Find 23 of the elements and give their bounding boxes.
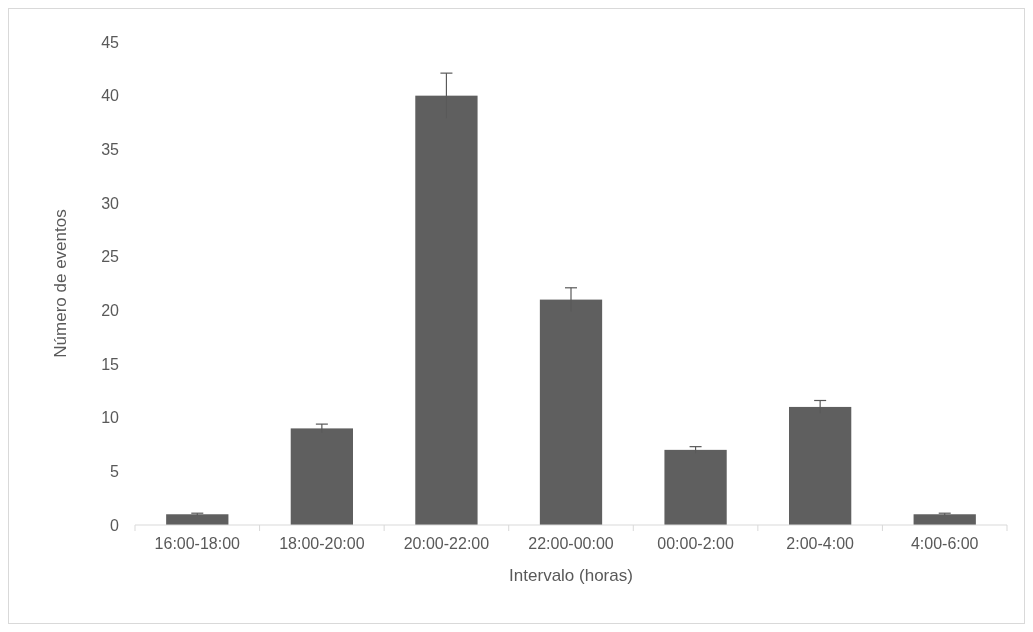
y-tick-label: 15: [101, 355, 120, 373]
y-tick-label: 35: [101, 140, 120, 158]
y-tick-label: 45: [101, 33, 120, 51]
x-tick-label: 18:00-20:00: [279, 535, 365, 552]
bar: [290, 428, 353, 525]
bar: [664, 449, 727, 525]
x-tick-label: 4:00-6:00: [910, 535, 979, 552]
y-tick-label: 30: [101, 194, 120, 212]
x-tick-label: 16:00-18:00: [154, 535, 241, 552]
bar: [166, 514, 229, 525]
x-tick-label: 00:00-2:00: [657, 535, 734, 552]
x-tick-label: 2:00-4:00: [786, 535, 855, 552]
x-tick-label: 20:00-22:00: [403, 535, 490, 552]
y-tick-label: 10: [101, 409, 120, 427]
x-tick-label: 22:00-00:00: [528, 535, 614, 552]
y-axis-title: Número de eventos: [51, 209, 70, 358]
y-tick-label: 5: [110, 462, 120, 480]
y-tick-label: 20: [101, 301, 120, 319]
y-tick-label: 40: [101, 87, 120, 105]
bar: [913, 514, 976, 525]
x-axis-title: Intervalo (horas): [509, 566, 633, 585]
y-tick-label: 0: [110, 516, 120, 534]
y-tick-label: 25: [101, 248, 120, 266]
